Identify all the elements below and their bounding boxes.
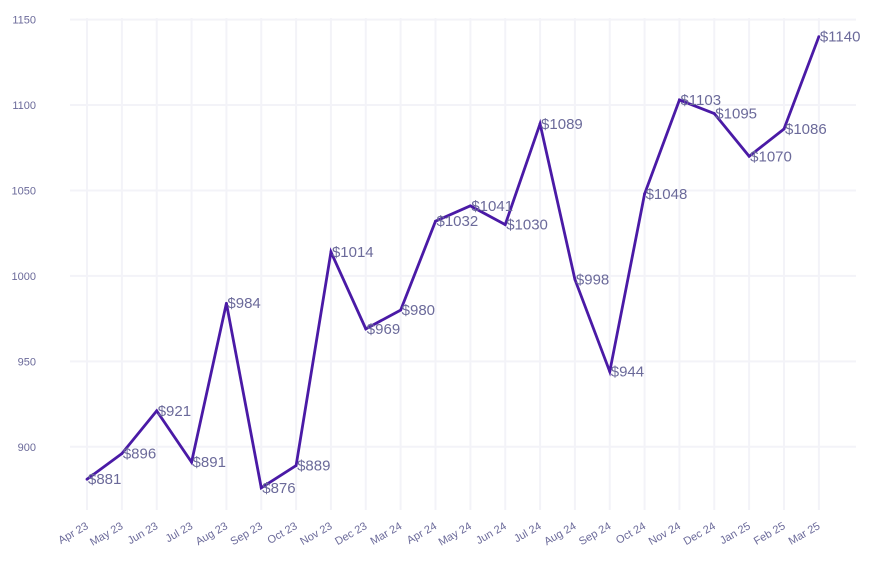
x-tick-label: Feb 25: [752, 520, 788, 548]
data-label: $1070: [750, 148, 792, 165]
series-line: [86, 36, 821, 491]
x-tick-label: Sep 23: [229, 520, 265, 548]
data-point: [155, 409, 159, 413]
x-tick-label: Aug 23: [194, 520, 230, 548]
x-tick-label: Jul 23: [164, 520, 195, 545]
data-point: [678, 98, 681, 102]
data-point: [190, 460, 193, 464]
data-label: $896: [123, 446, 156, 463]
x-tick-label: Nov 24: [647, 520, 683, 548]
x-tick-label: Jun 23: [126, 520, 161, 547]
x-tick-label: Jun 24: [474, 520, 509, 547]
x-tick-label: Oct 24: [614, 520, 648, 547]
data-label: $921: [158, 403, 191, 420]
y-tick-label: 1000: [12, 271, 36, 283]
data-label: $1030: [506, 217, 548, 234]
x-tick-label: Nov 23: [298, 520, 334, 548]
data-point: [399, 308, 403, 312]
data-point: [434, 219, 437, 223]
data-point: [329, 250, 333, 254]
x-tick-label: Apr 24: [405, 520, 439, 547]
data-point: [643, 192, 646, 196]
data-point: [538, 122, 542, 126]
data-point: [85, 477, 89, 481]
data-point: [608, 370, 612, 373]
grid: [70, 18, 856, 510]
data-point: [782, 127, 786, 131]
data-label: $876: [262, 480, 295, 497]
data-label: $1103: [680, 92, 721, 109]
data-label: $984: [227, 295, 260, 312]
x-tick-label: Apr 23: [56, 520, 90, 547]
data-label: $1140: [820, 29, 861, 46]
data-label: $998: [576, 271, 609, 288]
data-label: $1032: [437, 213, 479, 230]
series-layer: [85, 35, 821, 491]
data-label: $944: [611, 364, 644, 381]
y-tick-label: 1050: [12, 185, 36, 197]
data-label: $1095: [715, 106, 757, 123]
x-tick-label: Mar 24: [368, 520, 404, 548]
data-labels: $881$896 $921 $891 $984 $876$889 $1014 $969$98…: [88, 29, 860, 497]
x-tick-label: May 24: [437, 520, 474, 548]
data-label: $1089: [541, 116, 583, 133]
data-label: $969: [367, 321, 400, 338]
data-point: [259, 486, 263, 490]
x-tick-label: Dec 23: [333, 520, 369, 548]
data-point: [468, 204, 472, 208]
x-tick-label: May 23: [88, 520, 125, 548]
x-tick-label: Sep 24: [577, 520, 613, 548]
y-tick-label: 900: [18, 442, 36, 454]
data-label: $881: [88, 471, 121, 488]
x-tick-label: Aug 24: [542, 520, 578, 548]
data-label: $1048: [646, 186, 688, 203]
data-point: [573, 277, 577, 281]
x-tick-label: Oct 23: [266, 520, 300, 547]
data-label: $980: [402, 302, 435, 319]
data-point: [364, 327, 368, 331]
y-tick-label: 950: [18, 356, 36, 368]
data-label: $1014: [332, 244, 374, 261]
data-point: [503, 223, 507, 227]
data-point: [294, 464, 298, 467]
data-point: [120, 452, 124, 456]
x-tick-label: Dec 24: [682, 520, 718, 548]
data-label: $889: [297, 458, 330, 475]
y-axis: 900 950 1000 1050 1100 1150: [12, 15, 36, 454]
data-point: [747, 154, 751, 158]
data-point: [712, 112, 716, 115]
data-label: $1086: [785, 121, 827, 138]
data-label: $1041: [471, 198, 513, 215]
x-tick-label: Jul 24: [512, 520, 543, 545]
x-tick-label: Jan 25: [718, 520, 753, 547]
y-tick-label: 1100: [12, 100, 36, 112]
data-point: [225, 301, 228, 305]
x-tick-label: Mar 25: [787, 520, 823, 548]
data-label: $891: [193, 454, 226, 471]
y-tick-label: 1150: [12, 15, 36, 27]
data-point: [817, 35, 821, 39]
